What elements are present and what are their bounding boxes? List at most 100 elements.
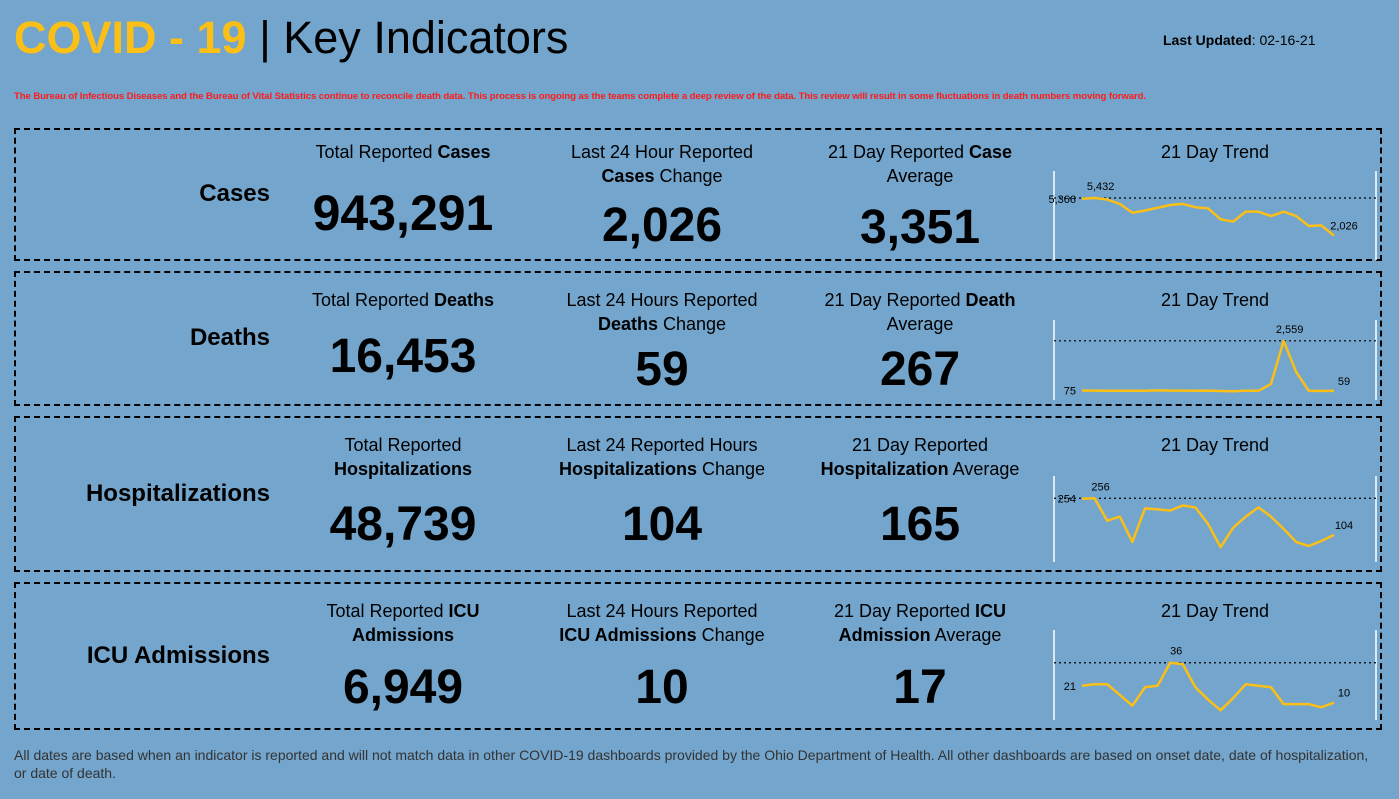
metric-title-text: Average	[930, 625, 1002, 645]
metric-title-line: Total Reported Deaths	[278, 288, 528, 312]
row-label: Hospitalizations	[85, 480, 270, 507]
metric-value: 165	[879, 498, 961, 551]
metric-title-line: Cases Change	[537, 164, 787, 188]
trend-value-label: 5,432	[1087, 181, 1115, 193]
trend-value-label: 2,559	[1276, 324, 1304, 336]
trend-value-label: 104	[1335, 520, 1353, 532]
trend-line	[1081, 339, 1335, 393]
metric-title-text: Last 24 Hours Reported	[566, 601, 758, 621]
trend-title: 21 Day Trend	[1160, 142, 1270, 162]
metric-title-line: Average	[795, 312, 1045, 336]
panel	[14, 271, 1382, 406]
metric-title-line: Last 24 Hours Reported	[537, 599, 787, 623]
metric-title-text: Change	[657, 314, 727, 334]
trend-line	[1081, 661, 1335, 712]
metric-value: 16,453	[329, 330, 477, 383]
metric-title-text: Change	[696, 625, 765, 645]
last-updated-label: Last Updated	[1163, 32, 1252, 48]
metric-title: 21 Day Reported Case Average	[795, 140, 1045, 188]
metric-title-line: Total Reported ICU	[278, 599, 528, 623]
trend-title: 21 Day Trend	[1160, 435, 1270, 455]
title-covid: COVID - 19	[14, 12, 247, 63]
trend-value-label: 2,026	[1330, 221, 1358, 233]
trend-line	[1081, 196, 1335, 237]
metric-title: 21 Day Reported ICU Admission Average	[795, 599, 1045, 647]
last-updated-value: : 02-16-21	[1251, 32, 1316, 48]
metric-title-line: Admissions	[278, 623, 528, 647]
metric-title-line: ICU Admissions Change	[537, 623, 787, 647]
metric-title: Last 24 Hours Reported ICU Admissions Cha…	[537, 599, 787, 647]
metric-title-text: Deaths	[597, 314, 658, 334]
metric-title-text: Hospitalizations	[333, 459, 472, 479]
metric-title-text: ICU	[448, 601, 480, 621]
metric-title: Total Reported ICU Admissions	[278, 599, 528, 647]
metric-title-line: Average	[795, 164, 1045, 188]
metric-value: 6,949	[342, 661, 464, 714]
metric-value: 2,026	[601, 199, 723, 252]
metric-title: Last 24 Reported Hours Hospitalizations C…	[537, 433, 787, 481]
metric-title-text: Average	[948, 459, 1020, 479]
metric-title-text: Total Reported	[326, 601, 449, 621]
trend-title: 21 Day Trend	[1160, 290, 1270, 310]
title: COVID - 19 | Key Indicators	[14, 10, 568, 66]
trend-value-label: 256	[1091, 481, 1109, 493]
trend-value-label: 254	[1058, 494, 1076, 506]
metric-title: Total Reported Hospitalizations	[278, 433, 528, 481]
metric-title: Last 24 Hours Reported Deaths Change	[537, 288, 787, 336]
metric-value: 48,739	[329, 498, 477, 551]
panel	[14, 128, 1382, 261]
sparkline: 21 36 10	[1053, 630, 1377, 720]
metric-title-line: 21 Day Reported Case	[795, 140, 1045, 164]
metric-title-text: Cases	[437, 142, 491, 162]
metric-value: 267	[879, 343, 961, 396]
metric-title-text: Average	[886, 166, 954, 186]
metric-title-text: Deaths	[434, 290, 495, 310]
metric-title-text: ICU Admissions	[559, 625, 697, 645]
metric-title-line: Total Reported Cases	[278, 140, 528, 164]
metric-title-line: 21 Day Reported Death	[795, 288, 1045, 312]
metric-title-text: 21 Day Reported	[824, 290, 966, 310]
sparkline: 75 2,559 59	[1053, 320, 1377, 400]
metric-title-text: Cases	[601, 166, 655, 186]
metric-value: 17	[893, 661, 947, 714]
metric-title-line: Last 24 Hour Reported	[537, 140, 787, 164]
metric-title-text: Last 24 Hour Reported	[570, 142, 754, 162]
sparkline: 5,366 5,432 2,026	[1048, 171, 1377, 260]
metric-title-line: Hospitalization Average	[795, 457, 1045, 481]
trend-value-label: 10	[1338, 688, 1350, 700]
metric-title-text: Last 24 Hours Reported	[566, 290, 758, 310]
metric-title: Last 24 Hour Reported Cases Change	[537, 140, 787, 188]
title-key-indicators: | Key Indicators	[259, 12, 569, 63]
metric-title: 21 Day Reported Death Average	[795, 288, 1045, 336]
metric-value: 59	[635, 343, 689, 396]
metric-title: Total Reported Cases	[278, 140, 528, 164]
metric-title-text: Total Reported	[344, 435, 462, 455]
metric-title-line: Last 24 Reported Hours	[537, 433, 787, 457]
trend-value-label: 36	[1170, 646, 1182, 658]
trend-value-label: 59	[1338, 376, 1350, 388]
trend-value-label: 21	[1064, 681, 1076, 693]
trend-title: 21 Day Trend	[1160, 601, 1270, 621]
panel	[14, 582, 1382, 730]
trend-line	[1081, 497, 1335, 549]
metric-title-text: Admissions	[351, 625, 455, 645]
metric-title-text: Average	[886, 314, 954, 334]
metric-title-text: 21 Day Reported	[827, 142, 970, 162]
metric-title-line: Deaths Change	[537, 312, 787, 336]
metric-title-line: 21 Day Reported	[795, 433, 1045, 457]
metric-title-text: Death	[965, 290, 1016, 310]
metric-title-text: Hospitalizations	[558, 459, 697, 479]
row-label: ICU Admissions	[86, 642, 270, 669]
metric-value: 10	[635, 661, 689, 714]
metric-title-text: 21 Day Reported	[851, 435, 989, 455]
notice: The Bureau of Infectious Diseases and th…	[14, 91, 1146, 102]
metric-title: Total Reported Deaths	[278, 288, 528, 312]
metric-title-line: Admission Average	[795, 623, 1045, 647]
metric-title-line: Total Reported	[278, 433, 528, 457]
metric-title: 21 Day Reported Hospitalization Average	[795, 433, 1045, 481]
metric-title-text: Total Reported	[315, 142, 438, 162]
trend-value-label: 75	[1064, 386, 1076, 398]
metric-title-text: 21 Day Reported	[833, 601, 976, 621]
metric-title-text: ICU	[975, 601, 1007, 621]
row-label: Deaths	[189, 324, 270, 351]
